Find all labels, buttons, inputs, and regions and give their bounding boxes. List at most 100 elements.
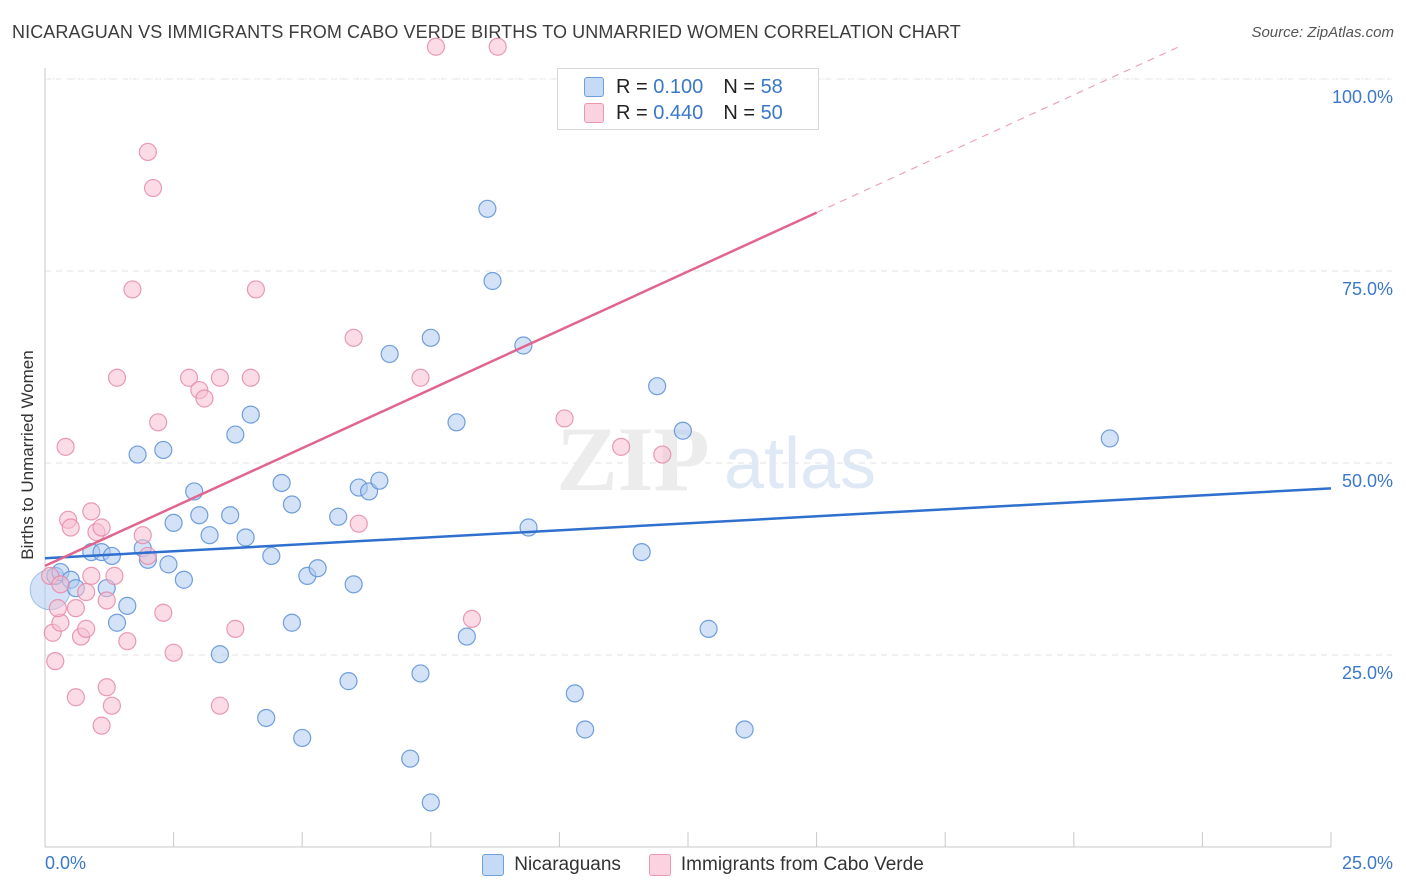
point-cabo-verde — [46, 652, 65, 671]
point-cabo-verde — [92, 716, 111, 735]
legend-label: Nicaraguans — [514, 854, 621, 875]
point-nicaraguans — [483, 271, 502, 291]
point-cabo-verde — [241, 368, 260, 387]
point-cabo-verde — [61, 518, 80, 537]
legend-r-value: 0.440 — [653, 101, 704, 124]
point-cabo-verde — [107, 368, 127, 387]
chart-title: NICARAGUAN VS IMMIGRANTS FROM CABO VERDE… — [12, 22, 961, 42]
point-nicaraguans — [447, 413, 466, 432]
point-cabo-verde — [138, 546, 157, 566]
point-cabo-verde — [612, 437, 631, 456]
point-nicaraguans — [411, 664, 430, 683]
point-cabo-verde — [555, 409, 574, 428]
point-cabo-verde — [48, 599, 67, 618]
point-nicaraguans — [699, 619, 718, 638]
point-cabo-verde — [51, 575, 70, 594]
y-axis-title: Births to Unmarried Women — [18, 350, 37, 560]
point-cabo-verde — [92, 518, 111, 537]
point-cabo-verde — [66, 688, 85, 707]
point-nicaraguans — [154, 440, 173, 460]
source-label: Source: ZipAtlas.com — [1251, 24, 1394, 41]
trend-layer — [44, 44, 1332, 568]
point-cabo-verde — [97, 591, 116, 610]
point-cabo-verde — [246, 280, 266, 299]
point-nicaraguans — [421, 793, 440, 812]
legend-label: Immigrants from Cabo Verde — [680, 854, 924, 875]
point-nicaraguans — [200, 526, 219, 545]
point-nicaraguans — [421, 328, 440, 347]
trend-line-nicaraguans — [44, 487, 1332, 560]
point-cabo-verde — [154, 603, 173, 622]
point-nicaraguans — [241, 405, 260, 424]
point-nicaraguans — [380, 344, 399, 364]
point-cabo-verde — [105, 566, 124, 585]
point-nicaraguans — [648, 377, 667, 396]
y-tick-label: 25.0% — [1342, 663, 1393, 683]
point-cabo-verde — [349, 514, 368, 533]
y-tick-label: 75.0% — [1342, 279, 1393, 299]
point-cabo-verde — [133, 526, 152, 545]
point-cabo-verde — [195, 389, 214, 408]
point-nicaraguans — [293, 728, 312, 748]
point-nicaraguans — [236, 528, 255, 547]
legend-swatch-pink — [648, 854, 671, 876]
point-cabo-verde — [66, 599, 85, 618]
y-tick-label: 50.0% — [1342, 471, 1393, 491]
legend-n-value: 58 — [760, 75, 783, 98]
x-tick-label: 25.0% — [1342, 853, 1393, 873]
point-cabo-verde — [118, 632, 137, 651]
point-nicaraguans — [221, 506, 240, 525]
point-nicaraguans — [329, 507, 348, 526]
legend-r-value: 0.100 — [653, 75, 704, 98]
point-nicaraguans — [339, 672, 358, 691]
point-cabo-verde — [462, 609, 482, 629]
point-nicaraguans — [159, 555, 178, 574]
point-nicaraguans — [401, 749, 420, 768]
point-nicaraguans — [673, 421, 692, 440]
point-nicaraguans — [128, 445, 147, 464]
point-cabo-verde — [82, 502, 101, 521]
point-cabo-verde — [56, 437, 75, 456]
point-nicaraguans — [282, 495, 302, 514]
point-nicaraguans — [370, 471, 389, 490]
legend-r-label: R = — [616, 101, 648, 124]
legend-swatch-pink — [584, 103, 604, 123]
point-nicaraguans — [257, 708, 276, 728]
legend-n-label: N = — [723, 101, 755, 124]
x-tick-label: 0.0% — [45, 853, 86, 873]
point-cabo-verde — [138, 142, 157, 162]
point-cabo-verde — [123, 280, 142, 299]
point-cabo-verde — [179, 368, 199, 387]
point-nicaraguans — [1100, 429, 1119, 448]
point-cabo-verde — [77, 619, 96, 638]
point-nicaraguans — [632, 542, 651, 562]
series-legend: Nicaraguans Immigrants from Cabo Verde — [0, 852, 1406, 878]
legend-n-value: 50 — [760, 101, 783, 124]
point-cabo-verde — [143, 178, 163, 198]
watermark-atlas: atlas — [724, 424, 876, 504]
point-nicaraguans — [174, 570, 193, 589]
watermark: ZIP atlas — [556, 408, 876, 510]
point-cabo-verde — [102, 696, 121, 715]
point-cabo-verde — [210, 368, 229, 387]
point-nicaraguans — [735, 720, 754, 739]
trend-line-cabo-verde — [44, 211, 818, 568]
point-cabo-verde — [488, 37, 507, 56]
point-nicaraguans — [576, 720, 595, 739]
correlation-legend: R = 0.100 N = 58 R = 0.440 N = 50 — [557, 68, 819, 130]
legend-item-cabo-verde[interactable]: Immigrants from Cabo Verde — [648, 854, 924, 876]
point-nicaraguans — [190, 506, 209, 525]
point-nicaraguans — [282, 613, 302, 632]
point-cabo-verde — [82, 566, 101, 585]
legend-n-label: N = — [723, 75, 755, 98]
point-nicaraguans — [262, 546, 281, 566]
legend-row-cabo-verde: R = 0.440 N = 50 — [584, 100, 783, 126]
point-nicaraguans — [308, 559, 327, 578]
legend-swatch-blue — [584, 77, 604, 97]
legend-r-label: R = — [616, 75, 648, 98]
point-cabo-verde — [226, 619, 245, 638]
point-nicaraguans — [107, 613, 127, 632]
tick-labels: 25.0% 50.0% 75.0% 100.0% 0.0% 25.0% — [45, 87, 1393, 873]
point-cabo-verde — [77, 582, 96, 602]
legend-item-nicaraguans[interactable]: Nicaraguans — [482, 854, 621, 876]
